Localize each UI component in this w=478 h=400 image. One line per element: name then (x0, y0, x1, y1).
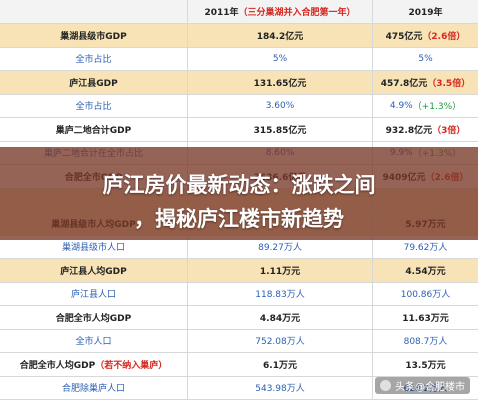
table-row: 合肥全市人均GDP 4.84万元 11.63万元 (0, 306, 478, 330)
row-label: 全市人口 (0, 329, 188, 353)
value-2011: 3.60% (188, 94, 373, 118)
value-2019: 475亿元 （2.6倍） (373, 24, 478, 48)
row-label-text: 巢湖县级市人口 (61, 243, 125, 254)
value-2019-text: 628.2万人 (403, 384, 448, 395)
row-label-note: （若不纳入巢庐） (95, 360, 168, 371)
row-label: 全市占比 (0, 47, 188, 71)
row-label: 庐江县人均GDP (0, 259, 188, 283)
value-2019-note: （3倍） (432, 125, 466, 136)
row-label-text: 全市人口 (75, 337, 112, 348)
table-row: 全市占比 5% 5% (0, 47, 478, 71)
headline-banner: 庐江房价最新动态：涨跌之间 ，揭秘庐江楼市新趋势 (0, 147, 478, 240)
value-2019: 4.9% （+1.3%） (373, 95, 478, 118)
header-year1-note: （三分巢湖并入合肥第一年） (238, 8, 356, 18)
header-year-2019: 2019年 (373, 0, 478, 24)
table-row: 庐江县人均GDP 1.11万元 4.54万元 (0, 259, 478, 283)
table-row: 合肥全市人均GDP （若不纳入巢庐） 6.1万元 13.5万元 (0, 353, 478, 377)
row-label: 庐江县人口 (0, 282, 188, 306)
table-row: 庐江县人口 118.83万人 100.86万人 (0, 282, 478, 306)
value-2019: 4.54万元 (373, 259, 478, 283)
watermark-text: 头条@合肥楼市 (395, 382, 465, 393)
value-2011: 6.1万元 (188, 353, 373, 377)
row-label: 全市占比 (0, 94, 188, 118)
row-label: 庐江县GDP (0, 71, 188, 95)
row-label-text: 全市占比 (75, 102, 112, 113)
value-2019-text: 13.5万元 (405, 360, 446, 371)
value-2011: 543.98万人 (188, 376, 373, 400)
value-2011: 184.2亿元 (188, 24, 373, 48)
row-label: 巢庐二地合计GDP (0, 118, 188, 142)
table-row: 巢湖县级市GDP 184.2亿元 475亿元 （2.6倍） (0, 24, 478, 48)
value-2019: 932.8亿元 （3倍） (373, 118, 478, 142)
value-2019-text: 79.62万人 (403, 243, 448, 254)
watermark-avatar-icon (380, 380, 391, 391)
value-2019-text: 475亿元 (385, 31, 423, 42)
value-2019-text: 4.54万元 (405, 266, 446, 277)
value-2019-text: 100.86万人 (400, 290, 451, 301)
value-2019-text: 932.8亿元 (385, 125, 433, 136)
value-2019-text: 4.9% (389, 100, 413, 111)
row-label-text: 合肥全市人均GDP (19, 360, 96, 371)
row-label-text: 全市占比 (75, 55, 112, 66)
value-2019: 5% (373, 48, 478, 71)
value-2011: 89.27万人 (188, 235, 373, 259)
row-label: 合肥全市人均GDP (0, 306, 188, 330)
value-2011: 131.65亿元 (188, 71, 373, 95)
row-label: 合肥全市人均GDP （若不纳入巢庐） (0, 353, 188, 377)
value-2019: 79.62万人 (373, 236, 478, 259)
header-blank (0, 0, 188, 24)
row-label-text: 合肥除巢庐人口 (61, 384, 125, 395)
table-row: 巢庐二地合计GDP 315.85亿元 932.8亿元 （3倍） (0, 118, 478, 142)
value-2019: 808.7万人 (373, 330, 478, 353)
header-year-2011: 2011年 （三分巢湖并入合肥第一年） (188, 0, 373, 24)
value-2011: 4.84万元 (188, 306, 373, 330)
header-year1: 2011年 (204, 8, 239, 18)
value-2019: 457.8亿元 （3.5倍） (373, 71, 478, 95)
table-header: 2011年 （三分巢湖并入合肥第一年） 2019年 (0, 0, 478, 24)
value-2019-text: 457.8亿元 (380, 78, 428, 89)
value-2019-text: 5% (418, 53, 433, 64)
row-label: 巢湖县级市GDP (0, 24, 188, 48)
value-2019-note: （3.5倍） (427, 78, 471, 89)
value-2011: 118.83万人 (188, 282, 373, 306)
value-2019: 13.5万元 (373, 353, 478, 377)
value-2019-note: （2.6倍） (422, 31, 466, 42)
watermark: 头条@合肥楼市 (375, 377, 470, 394)
table-row: 庐江县GDP 131.65亿元 457.8亿元 （3.5倍） (0, 71, 478, 95)
row-label-text: 庐江县GDP (69, 78, 118, 89)
value-2019: 11.63万元 (373, 306, 478, 330)
value-2019: 100.86万人 (373, 283, 478, 306)
row-label: 合肥除巢庐人口 (0, 376, 188, 400)
value-2019-text: 808.7万人 (403, 337, 448, 348)
headline-line-2: ，揭秘庐江楼市新趋势 (134, 207, 344, 231)
row-label-text: 庐江县人口 (70, 290, 116, 301)
table-row: 全市占比 3.60% 4.9% （+1.3%） (0, 94, 478, 118)
value-2019-note: （+1.3%） (412, 102, 462, 113)
table-row: 全市人口 752.08万人 808.7万人 (0, 329, 478, 353)
value-2011: 1.11万元 (188, 259, 373, 283)
row-label-text: 巢湖县级市GDP (60, 31, 127, 42)
value-2019-text: 11.63万元 (402, 313, 449, 324)
row-label-text: 合肥全市人均GDP (55, 313, 132, 324)
row-label-text: 庐江县人均GDP (60, 266, 127, 277)
headline-line-1: 庐江房价最新动态：涨跌之间 (102, 173, 376, 197)
value-2011: 5% (188, 47, 373, 71)
row-label: 巢湖县级市人口 (0, 235, 188, 259)
table-row: 巢湖县级市人口 89.27万人 79.62万人 (0, 235, 478, 259)
value-2011: 752.08万人 (188, 329, 373, 353)
value-2011: 315.85亿元 (188, 118, 373, 142)
row-label-text: 巢庐二地合计GDP (55, 125, 132, 136)
